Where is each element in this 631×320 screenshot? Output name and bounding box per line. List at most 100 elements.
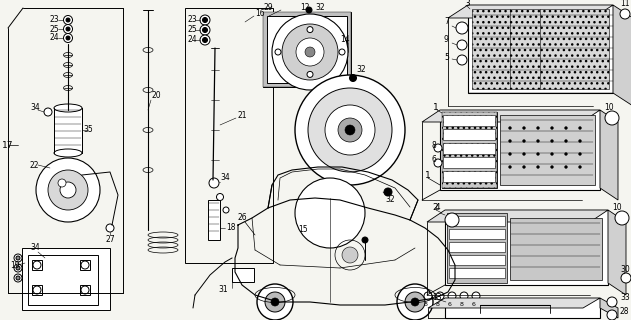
Circle shape — [522, 126, 526, 130]
Text: 32: 32 — [315, 4, 324, 12]
Circle shape — [48, 170, 88, 210]
Circle shape — [362, 237, 368, 243]
Bar — [449, 268, 505, 278]
Text: 4: 4 — [435, 204, 440, 212]
Polygon shape — [613, 5, 631, 106]
Text: 31: 31 — [218, 285, 228, 294]
Text: 8: 8 — [432, 140, 437, 149]
Circle shape — [384, 188, 392, 196]
Bar — [510, 218, 602, 280]
Circle shape — [550, 140, 553, 142]
Circle shape — [33, 286, 41, 294]
Text: 27: 27 — [105, 236, 115, 244]
Circle shape — [565, 140, 567, 142]
Circle shape — [16, 276, 20, 280]
Circle shape — [339, 49, 345, 55]
Text: 12: 12 — [300, 4, 309, 12]
Text: 9: 9 — [444, 36, 449, 44]
Text: 8: 8 — [424, 301, 428, 307]
Text: 23: 23 — [50, 15, 59, 25]
Circle shape — [306, 7, 312, 13]
Circle shape — [522, 140, 526, 142]
Circle shape — [522, 165, 526, 169]
Text: 6: 6 — [448, 301, 452, 307]
Circle shape — [209, 178, 219, 188]
Circle shape — [457, 40, 467, 50]
Circle shape — [14, 264, 22, 272]
Circle shape — [607, 297, 617, 307]
Text: 7: 7 — [444, 18, 449, 27]
Bar — [208, 200, 220, 240]
Text: 14: 14 — [340, 36, 350, 44]
Circle shape — [405, 292, 425, 312]
Circle shape — [550, 165, 553, 169]
Circle shape — [579, 126, 582, 130]
Circle shape — [216, 194, 223, 201]
Text: 1: 1 — [425, 171, 431, 180]
Circle shape — [36, 158, 100, 222]
Circle shape — [64, 25, 73, 34]
Text: 10: 10 — [612, 204, 622, 212]
Bar — [32, 260, 42, 270]
Text: 33: 33 — [620, 293, 630, 302]
Circle shape — [295, 75, 405, 185]
Text: 32: 32 — [385, 196, 394, 204]
Text: 30: 30 — [620, 266, 630, 275]
Bar — [445, 210, 608, 285]
Text: 10: 10 — [604, 103, 613, 113]
Circle shape — [472, 292, 480, 300]
Text: 28: 28 — [620, 308, 630, 316]
Bar — [443, 157, 495, 168]
Circle shape — [16, 256, 20, 260]
Text: 24: 24 — [50, 34, 59, 43]
Circle shape — [308, 88, 392, 172]
Circle shape — [203, 28, 208, 33]
Text: 34: 34 — [30, 103, 40, 113]
Text: 16: 16 — [255, 10, 264, 19]
Circle shape — [509, 153, 512, 156]
Circle shape — [457, 55, 467, 65]
Bar — [449, 229, 505, 239]
Polygon shape — [608, 210, 626, 295]
Bar — [28, 255, 98, 305]
Circle shape — [445, 213, 459, 227]
Text: 17: 17 — [2, 140, 13, 149]
Polygon shape — [600, 110, 618, 200]
Text: 2: 2 — [432, 204, 438, 212]
Text: 23: 23 — [187, 15, 197, 25]
Circle shape — [424, 292, 432, 300]
Circle shape — [436, 292, 444, 300]
Text: 35: 35 — [83, 125, 93, 134]
Circle shape — [536, 126, 540, 130]
Text: 6: 6 — [432, 156, 437, 164]
Circle shape — [66, 36, 70, 40]
Text: 1: 1 — [433, 103, 439, 113]
Circle shape — [81, 286, 89, 294]
Circle shape — [58, 179, 66, 187]
Circle shape — [615, 211, 629, 225]
Circle shape — [509, 165, 512, 169]
Circle shape — [64, 34, 73, 43]
Circle shape — [434, 159, 442, 167]
Circle shape — [621, 273, 631, 283]
Bar — [80, 260, 90, 270]
Circle shape — [33, 261, 41, 269]
Circle shape — [338, 118, 362, 142]
Text: 21: 21 — [237, 110, 247, 119]
Bar — [267, 16, 347, 83]
Circle shape — [536, 165, 540, 169]
Text: 22: 22 — [30, 161, 40, 170]
Circle shape — [565, 165, 567, 169]
Bar — [443, 171, 495, 182]
Text: 26: 26 — [237, 213, 247, 222]
Text: 15: 15 — [298, 226, 308, 235]
Text: 34: 34 — [220, 173, 230, 182]
Ellipse shape — [54, 149, 82, 157]
Bar — [185, 8, 273, 263]
Bar — [500, 115, 595, 185]
Circle shape — [200, 15, 210, 25]
Bar — [442, 112, 497, 188]
Polygon shape — [448, 5, 613, 18]
Circle shape — [272, 14, 348, 90]
Text: 11: 11 — [620, 0, 630, 9]
